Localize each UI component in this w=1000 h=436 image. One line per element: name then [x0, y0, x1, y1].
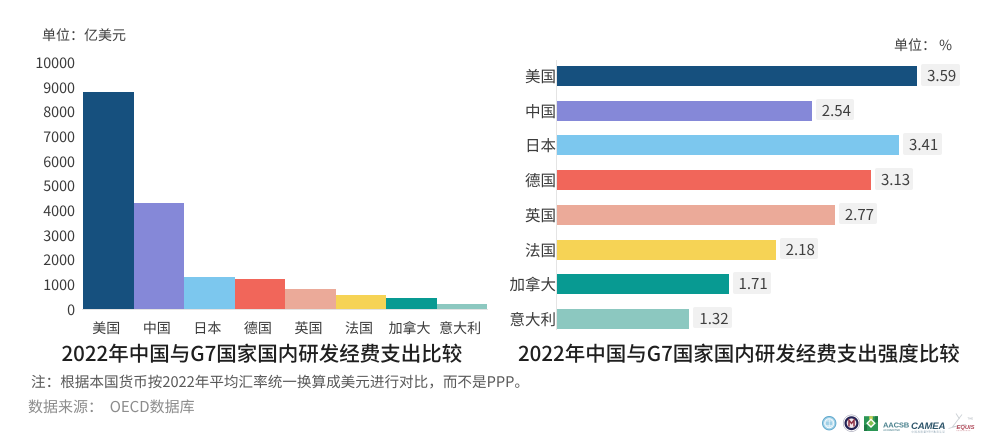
svg-text:THE: THE — [968, 417, 974, 421]
svg-text:AACSB: AACSB — [883, 420, 910, 429]
svg-text:ACCREDITED: ACCREDITED — [883, 428, 900, 432]
svg-text:中国高质量MBA教育认证: 中国高质量MBA教育认证 — [912, 430, 946, 434]
svg-text:CAMEA: CAMEA — [911, 421, 945, 432]
svg-text:EQUIS: EQUIS — [957, 425, 975, 431]
